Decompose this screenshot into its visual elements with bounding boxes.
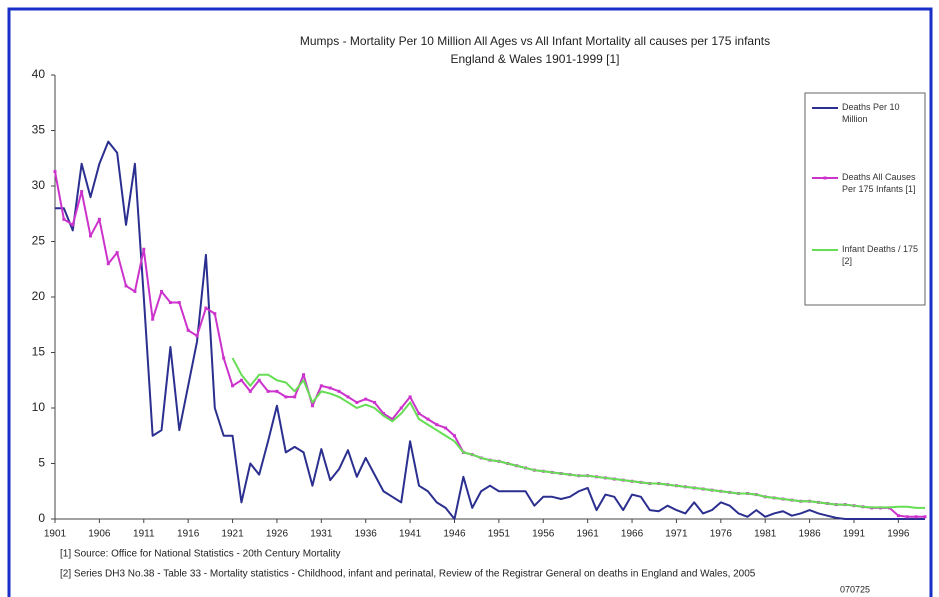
legend-label-box: Deaths Per 10 Million (842, 102, 900, 124)
x-tick-label: 1991 (843, 529, 866, 540)
x-tick-label: 1921 (221, 529, 244, 540)
point-marker (62, 217, 66, 221)
x-tick-label: 1966 (621, 529, 644, 540)
legend-marker (823, 176, 827, 180)
chart-title: Mumps - Mortality Per 10 Million All Age… (300, 34, 770, 48)
point-marker (80, 190, 84, 194)
x-tick-label: 1926 (266, 529, 289, 540)
point-marker (257, 378, 261, 382)
series-line (231, 357, 925, 509)
legend-label: Deaths Per 10 Million (842, 102, 900, 124)
point-marker (248, 389, 252, 393)
series-line (55, 140, 925, 520)
frame (7, 7, 933, 597)
x-tick-label: 1981 (754, 529, 777, 540)
point-marker (408, 395, 412, 399)
x-tick-label: 1961 (577, 529, 600, 540)
y-tick-label: 25 (32, 234, 46, 248)
point-marker (133, 289, 137, 293)
y-tick-label: 35 (32, 123, 46, 137)
x-tick-label: 1911 (133, 529, 155, 540)
point-marker (124, 284, 128, 288)
x-tick-label: 1971 (665, 529, 688, 540)
point-marker (168, 301, 172, 305)
x-tick-label: 1951 (488, 529, 511, 540)
footnote: 070725 (840, 584, 870, 594)
point-marker (284, 395, 288, 399)
point-marker (319, 384, 323, 388)
x-tick-label: 1906 (88, 529, 111, 540)
point-marker (896, 514, 900, 518)
point-marker (71, 223, 75, 227)
legend-box (804, 92, 926, 306)
point-marker (160, 289, 164, 293)
x-tick-label: 1916 (177, 529, 200, 540)
legend-label-box: Deaths All Causes Per 175 Infants [1] (842, 172, 916, 194)
point-marker (328, 386, 332, 390)
point-marker (177, 301, 181, 305)
point-marker (452, 434, 456, 438)
point-marker (355, 400, 359, 404)
point-marker (89, 234, 93, 238)
legend-label: Deaths All Causes Per 175 Infants [1] (842, 172, 916, 194)
point-marker (53, 170, 57, 174)
point-marker (914, 515, 918, 519)
point-marker (390, 417, 394, 421)
point-marker (266, 389, 270, 393)
point-marker (905, 515, 909, 519)
point-marker (435, 423, 439, 427)
point-marker (923, 515, 927, 519)
x-tick-label: 1936 (355, 529, 378, 540)
x-tick-label: 1946 (443, 529, 466, 540)
x-tick-label: 1986 (798, 529, 821, 540)
x-tick-label: 1996 (887, 529, 910, 540)
point-marker (106, 262, 110, 266)
footnote: [1] Source: Office for National Statisti… (60, 549, 340, 560)
legend-label-box: Infant Deaths / 175 [2] (842, 244, 919, 266)
point-marker (373, 400, 377, 404)
x-tick-label: 1976 (710, 529, 733, 540)
point-marker (213, 312, 217, 316)
point-marker (302, 373, 306, 377)
point-marker (364, 397, 368, 401)
point-marker (426, 417, 430, 421)
y-tick-label: 10 (32, 400, 46, 414)
point-marker (399, 406, 403, 410)
point-marker (142, 247, 146, 251)
point-marker (310, 404, 314, 408)
point-marker (151, 317, 155, 321)
y-tick-label: 0 (38, 511, 45, 525)
point-marker (115, 251, 119, 255)
point-marker (239, 378, 243, 382)
x-tick-label: 1941 (399, 529, 422, 540)
y-tick-label: 30 (32, 178, 46, 192)
y-tick-label: 20 (32, 289, 46, 303)
footnote: [2] Series DH3 No.38 - Table 33 - Mortal… (60, 569, 756, 580)
y-tick-label: 40 (32, 67, 46, 81)
point-marker (275, 389, 279, 393)
x-tick-label: 1901 (44, 529, 67, 540)
point-marker (97, 217, 101, 221)
y-tick-label: 15 (32, 345, 46, 359)
point-marker (381, 412, 385, 416)
x-tick-label: 1956 (532, 529, 555, 540)
y-tick-label: 5 (38, 456, 45, 470)
point-marker (293, 395, 297, 399)
point-marker (222, 356, 226, 360)
point-marker (444, 426, 448, 430)
legend-label: Infant Deaths / 175 [2] (842, 244, 919, 266)
point-marker (204, 306, 208, 310)
point-marker (195, 334, 199, 338)
x-tick-label: 1931 (310, 529, 333, 540)
chart-subtitle: England & Wales 1901-1999 [1] (450, 52, 619, 66)
point-marker (231, 384, 235, 388)
point-marker (337, 389, 341, 393)
point-marker (186, 328, 190, 332)
point-marker (346, 395, 350, 399)
point-marker (417, 412, 421, 416)
